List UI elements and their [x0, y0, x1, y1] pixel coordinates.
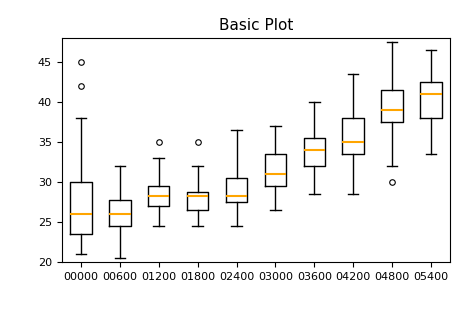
Title: Basic Plot: Basic Plot: [219, 18, 293, 33]
